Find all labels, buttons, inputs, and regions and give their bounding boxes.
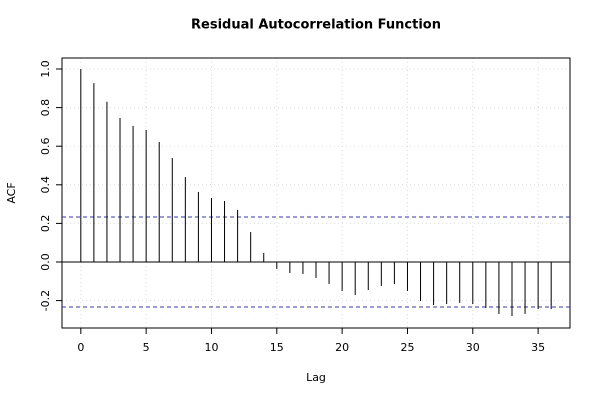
- chart-title: Residual Autocorrelation Function: [191, 18, 441, 33]
- y-tick-label: 0.0: [39, 253, 52, 271]
- x-tick-label: 10: [204, 341, 218, 354]
- y-tick-label: 0.6: [39, 137, 52, 155]
- plot-frame: [61, 57, 571, 329]
- x-tick-label: 25: [400, 341, 414, 354]
- x-tick-label: 35: [531, 341, 545, 354]
- y-tick-label: -0.2: [39, 290, 52, 311]
- x-tick-label: 30: [466, 341, 480, 354]
- x-tick-label: 0: [77, 341, 84, 354]
- x-tick-label: 5: [143, 341, 150, 354]
- x-axis-label: Lag: [306, 371, 326, 384]
- y-tick-label: 0.8: [39, 99, 52, 117]
- y-tick-label: 1.0: [39, 60, 52, 78]
- x-tick-label: 15: [270, 341, 284, 354]
- y-axis-label: ACF: [5, 182, 18, 203]
- y-tick-label: 0.2: [39, 215, 52, 233]
- y-tick-label: 0.4: [39, 176, 52, 194]
- x-tick-label: 20: [335, 341, 349, 354]
